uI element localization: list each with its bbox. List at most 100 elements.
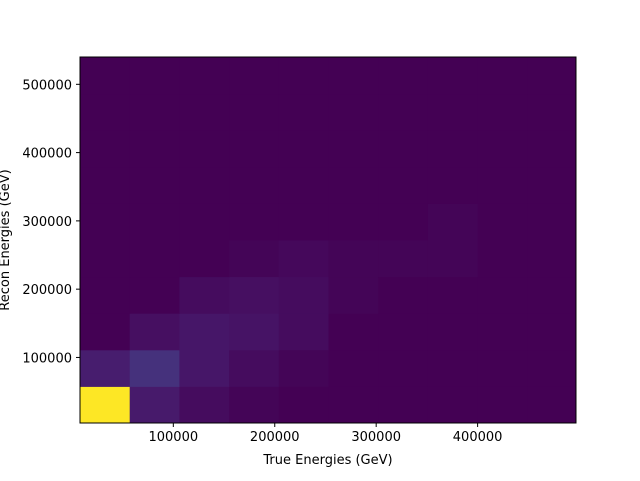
x-axis-title: True Energies (GeV) xyxy=(262,453,392,468)
heatmap-cell xyxy=(278,130,330,168)
heatmap-cell xyxy=(378,276,429,314)
heatmap-cell xyxy=(477,57,528,95)
heatmap-cell xyxy=(179,313,230,351)
heatmap-cell xyxy=(179,240,230,278)
heatmap-cell xyxy=(80,240,131,278)
heatmap-cell xyxy=(179,276,230,314)
heatmap-cell xyxy=(179,386,230,424)
heatmap-cell xyxy=(378,203,429,241)
heatmap-cell xyxy=(229,166,280,204)
heatmap-cell xyxy=(378,240,429,278)
heatmap-cell xyxy=(427,57,479,95)
heatmap-cell xyxy=(129,240,180,278)
heatmap-cell xyxy=(229,240,280,278)
heatmap-cell xyxy=(527,349,577,387)
heatmap-cell xyxy=(80,276,131,314)
heatmap-cell xyxy=(477,349,528,387)
heatmap-cell xyxy=(378,313,429,351)
heatmap-cell xyxy=(179,93,230,131)
heatmap-cell xyxy=(80,349,131,387)
heatmap-cell xyxy=(179,57,230,95)
heatmap-cell xyxy=(527,130,577,168)
heatmap-cell xyxy=(527,57,577,95)
heatmap-cell xyxy=(527,166,577,204)
heatmap-cell xyxy=(129,386,180,424)
heatmap-cell xyxy=(328,276,379,314)
heatmap-cell xyxy=(427,240,479,278)
heatmap-cell xyxy=(378,386,429,424)
heatmap-cell xyxy=(278,349,330,387)
x-tick-label: 300000 xyxy=(351,430,401,445)
heatmap-cell xyxy=(278,57,330,95)
heatmap-cell xyxy=(129,130,180,168)
y-axis: 100000 200000 300000 400000 500000 xyxy=(22,78,80,366)
heatmap-cell xyxy=(229,276,280,314)
heatmap-cell xyxy=(527,386,577,424)
heatmap-cell xyxy=(477,130,528,168)
heatmap-cell xyxy=(278,386,330,424)
heatmap-cell xyxy=(328,93,379,131)
heatmap-cell xyxy=(477,93,528,131)
heatmap-cell xyxy=(477,313,528,351)
heatmap-cell xyxy=(278,93,330,131)
heatmap-cell xyxy=(179,166,230,204)
heatmap-cell xyxy=(80,313,131,351)
heatmap-cell xyxy=(477,386,528,424)
heatmap-cell xyxy=(378,57,429,95)
heatmap-cell xyxy=(278,240,330,278)
heatmap-cell xyxy=(427,203,479,241)
heatmap-cell xyxy=(477,166,528,204)
heatmap-cell xyxy=(378,130,429,168)
heatmap-cell xyxy=(80,93,131,131)
heatmap-cell xyxy=(328,313,379,351)
y-tick-label: 400000 xyxy=(22,147,72,162)
heatmap-cell xyxy=(129,57,180,95)
y-tick-label: 300000 xyxy=(22,215,72,230)
heatmap-cell xyxy=(179,203,230,241)
heatmap-cell xyxy=(129,313,180,351)
heatmap-cell xyxy=(527,313,577,351)
heatmap-cell xyxy=(427,130,479,168)
y-tick-label: 100000 xyxy=(22,351,72,366)
heatmap-cell xyxy=(328,349,379,387)
heatmap-cell xyxy=(328,203,379,241)
heatmap-cells xyxy=(80,57,577,424)
heatmap-cell xyxy=(427,276,479,314)
heatmap-cell xyxy=(80,57,131,95)
heatmap-cell xyxy=(129,166,180,204)
heatmap-cell xyxy=(129,276,180,314)
heatmap-cell xyxy=(328,166,379,204)
heatmap-cell xyxy=(378,349,429,387)
heatmap-cell xyxy=(229,349,280,387)
heatmap-cell xyxy=(378,166,429,204)
heatmap-cell xyxy=(80,386,131,424)
heatmap-cell xyxy=(80,203,131,241)
heatmap-cell xyxy=(527,93,577,131)
heatmap-cell xyxy=(477,276,528,314)
heatmap-cell xyxy=(229,203,280,241)
heatmap-cell xyxy=(427,386,479,424)
y-tick-label: 500000 xyxy=(22,78,72,93)
heatmap-cell xyxy=(129,93,180,131)
heatmap-cell xyxy=(527,240,577,278)
heatmap-cell xyxy=(427,166,479,204)
heatmap-cell xyxy=(179,130,230,168)
x-tick-label: 200000 xyxy=(250,430,300,445)
x-axis: 100000 200000 300000 400000 xyxy=(148,423,502,445)
heatmap-cell xyxy=(328,130,379,168)
x-tick-label: 400000 xyxy=(453,430,503,445)
y-axis-title: Recon Energies (GeV) xyxy=(0,169,13,310)
heatmap-cell xyxy=(527,203,577,241)
y-tick-label: 200000 xyxy=(22,283,72,298)
heatmap-cell xyxy=(229,93,280,131)
heatmap-cell xyxy=(129,203,180,241)
heatmap-cell xyxy=(378,93,429,131)
heatmap-cell xyxy=(278,313,330,351)
heatmap-cell xyxy=(278,166,330,204)
heatmap-cell xyxy=(328,240,379,278)
heatmap-cell xyxy=(527,276,577,314)
x-tick-label: 100000 xyxy=(148,430,198,445)
heatmap-cell xyxy=(427,93,479,131)
